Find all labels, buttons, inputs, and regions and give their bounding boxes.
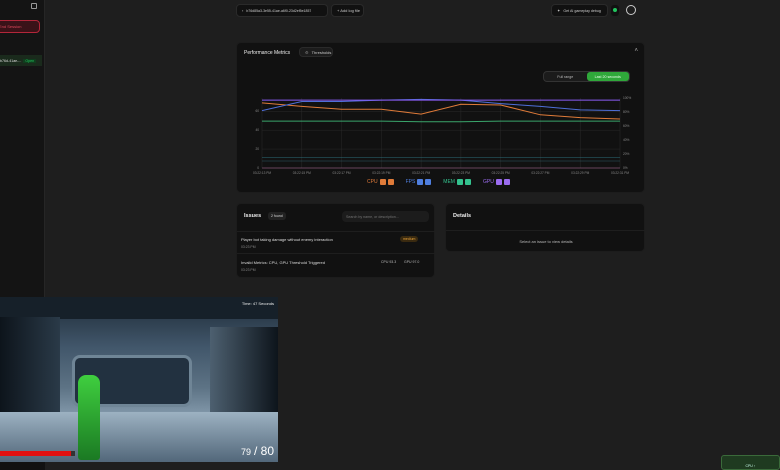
thresholds-label: Thresholds xyxy=(311,49,332,55)
cpu-metric: CPU 93.3 xyxy=(381,260,397,264)
left-tick-label: 20 xyxy=(255,147,259,151)
left-tick-label: 60 xyxy=(255,109,259,113)
add-log-file-button[interactable]: + Add log file xyxy=(331,4,364,17)
legend-label: MEM xyxy=(443,179,455,185)
session-id-pill[interactable]: ‹ b76d85a3-3e55-41ae-a6f0-23d2ef5e1857 xyxy=(236,4,328,17)
legend-swatch xyxy=(379,179,386,185)
x-tick-label: 03:22:13 PM xyxy=(253,171,271,175)
game-timer: Time: 47 Seconds xyxy=(241,301,274,306)
gpu-metric: GPU 97.0 xyxy=(404,260,420,264)
thresholds-button[interactable]: ⚙ Thresholds xyxy=(299,47,333,57)
details-card: Details Select an issue to view details xyxy=(445,203,646,252)
x-tick-label: 03:22:29 PM xyxy=(571,171,589,175)
sparkle-icon: ✦ xyxy=(557,8,561,13)
issues-count-badge: 2 found xyxy=(268,212,286,220)
issue-row[interactable]: Invalid Metrics: CPU, GPU Threshold Trig… xyxy=(237,253,436,275)
left-tick-label: 0 xyxy=(257,166,259,170)
session-id: b76d85a3-3e55-41ae-a6f0-23d2ef5e1857 xyxy=(246,8,312,13)
issue-title: Invalid Metrics: CPU, GPU Threshold Trig… xyxy=(241,260,325,265)
issues-card: Issues 2 found Player bot taking damage … xyxy=(236,203,436,278)
left-tick-label: 40 xyxy=(255,128,259,132)
user-avatar-icon[interactable] xyxy=(626,5,636,15)
x-tick-label: 03:22:31 PM xyxy=(611,171,629,175)
right-tick-label: 100% xyxy=(623,96,631,100)
right-tick-label: 40% xyxy=(623,138,630,142)
series-line-mem xyxy=(262,120,620,123)
end-session-button[interactable]: End Session xyxy=(0,20,40,33)
performance-card: Performance Metrics ⚙ Thresholds ˄ Full r… xyxy=(236,42,645,193)
issue-title: Player bot taking damage without enemy i… xyxy=(241,237,333,242)
performance-chart: 03:22:13 PM 03:22:15 PM 03:22:17 PM 03:22:1… xyxy=(253,96,631,175)
details-title: Details xyxy=(453,213,472,219)
details-empty-text: Select an issue to view details xyxy=(519,239,573,244)
issue-time: 03:23 PM xyxy=(241,245,256,249)
session-item-label: b76d-41ae-... xyxy=(0,58,22,63)
right-tick-label: 20% xyxy=(623,152,630,156)
legend-label: FPS xyxy=(405,179,416,185)
legend-swatch xyxy=(417,179,424,185)
ai-debug-button[interactable]: ✦ Get AI gameplay debug xyxy=(551,4,608,17)
legend-item-gpu[interactable]: GPU xyxy=(483,179,510,185)
x-tick-label: 03:22:19 PM xyxy=(372,171,390,175)
right-tick-label: 80% xyxy=(623,110,630,114)
issue-row[interactable]: Player bot taking damage without enemy i… xyxy=(237,231,436,253)
legend-swatch xyxy=(464,179,471,185)
legend-swatch xyxy=(387,179,394,185)
range-last20-button[interactable]: Last 20 seconds xyxy=(586,72,629,81)
x-tick-label: 03:22:17 PM xyxy=(333,171,351,175)
legend-swatch xyxy=(456,179,463,185)
add-log-label: + Add log file xyxy=(337,8,361,13)
x-tick-label: 03:22:25 PM xyxy=(492,171,510,175)
right-tick-label: 0% xyxy=(623,166,628,170)
ammo-total: / 80 xyxy=(253,444,274,458)
player-character xyxy=(78,375,100,460)
health-bar xyxy=(0,451,75,456)
legend-swatch xyxy=(425,179,432,185)
ai-debug-label: Get AI gameplay debug xyxy=(563,8,601,13)
x-tick-label: 03:22:23 PM xyxy=(452,171,470,175)
severity-badge: medium xyxy=(400,236,419,242)
right-tick-label: 60% xyxy=(623,124,630,128)
session-item[interactable]: b76d-41ae-... Open xyxy=(0,55,42,66)
legend-swatch xyxy=(495,179,502,185)
range-toggle: Full range Last 20 seconds xyxy=(543,71,630,82)
chart-legend: CPU FPS MEM GPU xyxy=(367,179,510,185)
session-open-badge: Open xyxy=(23,58,37,63)
settings-icon: ⚙ xyxy=(305,49,309,55)
issue-time: 03:23 PM xyxy=(241,268,256,272)
legend-label: GPU xyxy=(482,179,494,185)
chevron-icon: ‹ xyxy=(242,8,244,13)
corner-metrics-button[interactable]: CPU ↑ xyxy=(721,455,780,470)
range-full-button[interactable]: Full range xyxy=(557,74,574,79)
series-line-cpu xyxy=(261,102,621,120)
issues-title: Issues xyxy=(244,213,262,219)
legend-label: CPU xyxy=(367,179,378,185)
panel-toggle-icon[interactable] xyxy=(31,3,37,9)
legend-item-mem[interactable]: MEM xyxy=(443,179,471,185)
collapse-chevron-icon[interactable]: ˄ xyxy=(634,48,638,54)
legend-swatch xyxy=(503,179,510,185)
ammo-current: 79 xyxy=(240,447,251,457)
performance-title: Performance Metrics xyxy=(244,50,291,56)
x-tick-label: 03:22:21 PM xyxy=(412,171,430,175)
issues-search-input[interactable] xyxy=(342,211,429,222)
gameplay-video[interactable]: Time: 47 Seconds 79/ 80 xyxy=(0,297,278,462)
ammo-counter: 79/ 80 xyxy=(241,444,274,458)
status-indicator xyxy=(611,5,619,16)
x-tick-label: 03:22:27 PM xyxy=(531,171,549,175)
x-tick-label: 03:22:15 PM xyxy=(293,171,311,175)
legend-item-fps[interactable]: FPS xyxy=(406,179,432,185)
legend-item-cpu[interactable]: CPU xyxy=(367,179,394,185)
sidebar: End Session b76d-41ae-... Open xyxy=(0,0,45,297)
